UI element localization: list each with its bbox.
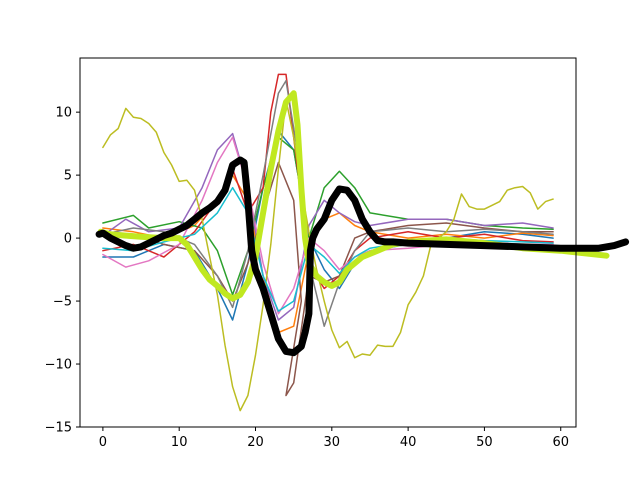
series-layer <box>95 73 630 412</box>
y-tick-label: −5 <box>53 295 72 310</box>
series-line-10 <box>97 90 610 302</box>
series-line-5 <box>102 161 554 397</box>
series-line-1 <box>102 174 554 334</box>
y-tick-label: 10 <box>55 106 72 121</box>
axes-frame <box>79 57 577 428</box>
y-tick-label: −10 <box>45 358 72 373</box>
x-tick-label: 10 <box>171 435 188 450</box>
x-tick-label: 50 <box>476 435 493 450</box>
x-tick-label: 20 <box>247 435 264 450</box>
x-tick-label: 40 <box>400 435 417 450</box>
y-tick-label: 5 <box>64 169 72 184</box>
y-axis: −15 −10 −5 0 5 10 <box>45 106 80 436</box>
x-axis: 0 10 20 30 40 50 60 <box>99 427 569 450</box>
y-tick-label: 0 <box>64 232 72 247</box>
series-line-4 <box>102 132 554 321</box>
series-line-8 <box>102 98 554 412</box>
y-tick-label: −15 <box>45 421 72 436</box>
x-tick-label: 0 <box>99 435 107 450</box>
x-tick-label: 30 <box>324 435 341 450</box>
series-line-11 <box>95 156 630 357</box>
x-tick-label: 60 <box>552 435 569 450</box>
